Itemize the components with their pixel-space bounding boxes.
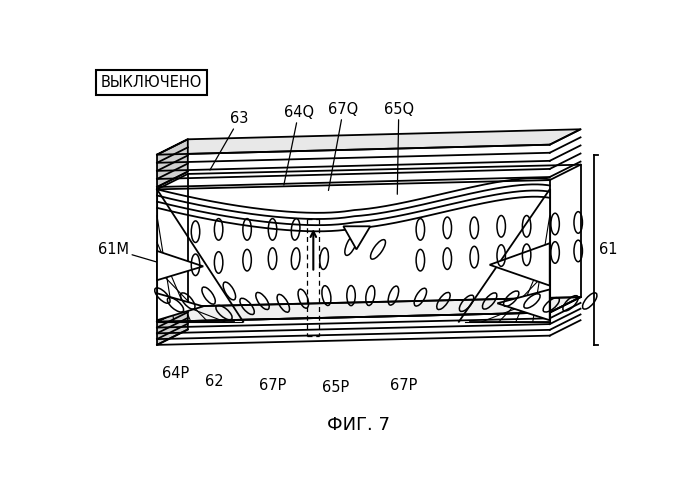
Text: ФИГ. 7: ФИГ. 7 xyxy=(327,416,390,434)
Text: 67P: 67P xyxy=(259,378,286,393)
Text: 65Q: 65Q xyxy=(384,102,414,194)
Text: 64P: 64P xyxy=(162,366,189,381)
Text: 65P: 65P xyxy=(322,380,349,395)
Polygon shape xyxy=(497,289,550,320)
Text: 64Q: 64Q xyxy=(284,105,314,185)
Polygon shape xyxy=(343,226,370,249)
Text: 61: 61 xyxy=(599,242,617,257)
Text: 62: 62 xyxy=(204,374,223,389)
Text: 61M: 61M xyxy=(98,242,164,264)
Polygon shape xyxy=(157,306,188,345)
Text: 67Q: 67Q xyxy=(328,102,358,190)
Text: ВЫКЛЮЧЕНО: ВЫКЛЮЧЕНО xyxy=(101,75,202,91)
Polygon shape xyxy=(157,129,580,155)
Polygon shape xyxy=(157,251,203,280)
Polygon shape xyxy=(157,293,203,320)
Text: 67P: 67P xyxy=(390,378,417,393)
Text: 63: 63 xyxy=(210,111,248,170)
Polygon shape xyxy=(490,243,550,285)
Polygon shape xyxy=(157,297,580,322)
Polygon shape xyxy=(157,139,188,187)
